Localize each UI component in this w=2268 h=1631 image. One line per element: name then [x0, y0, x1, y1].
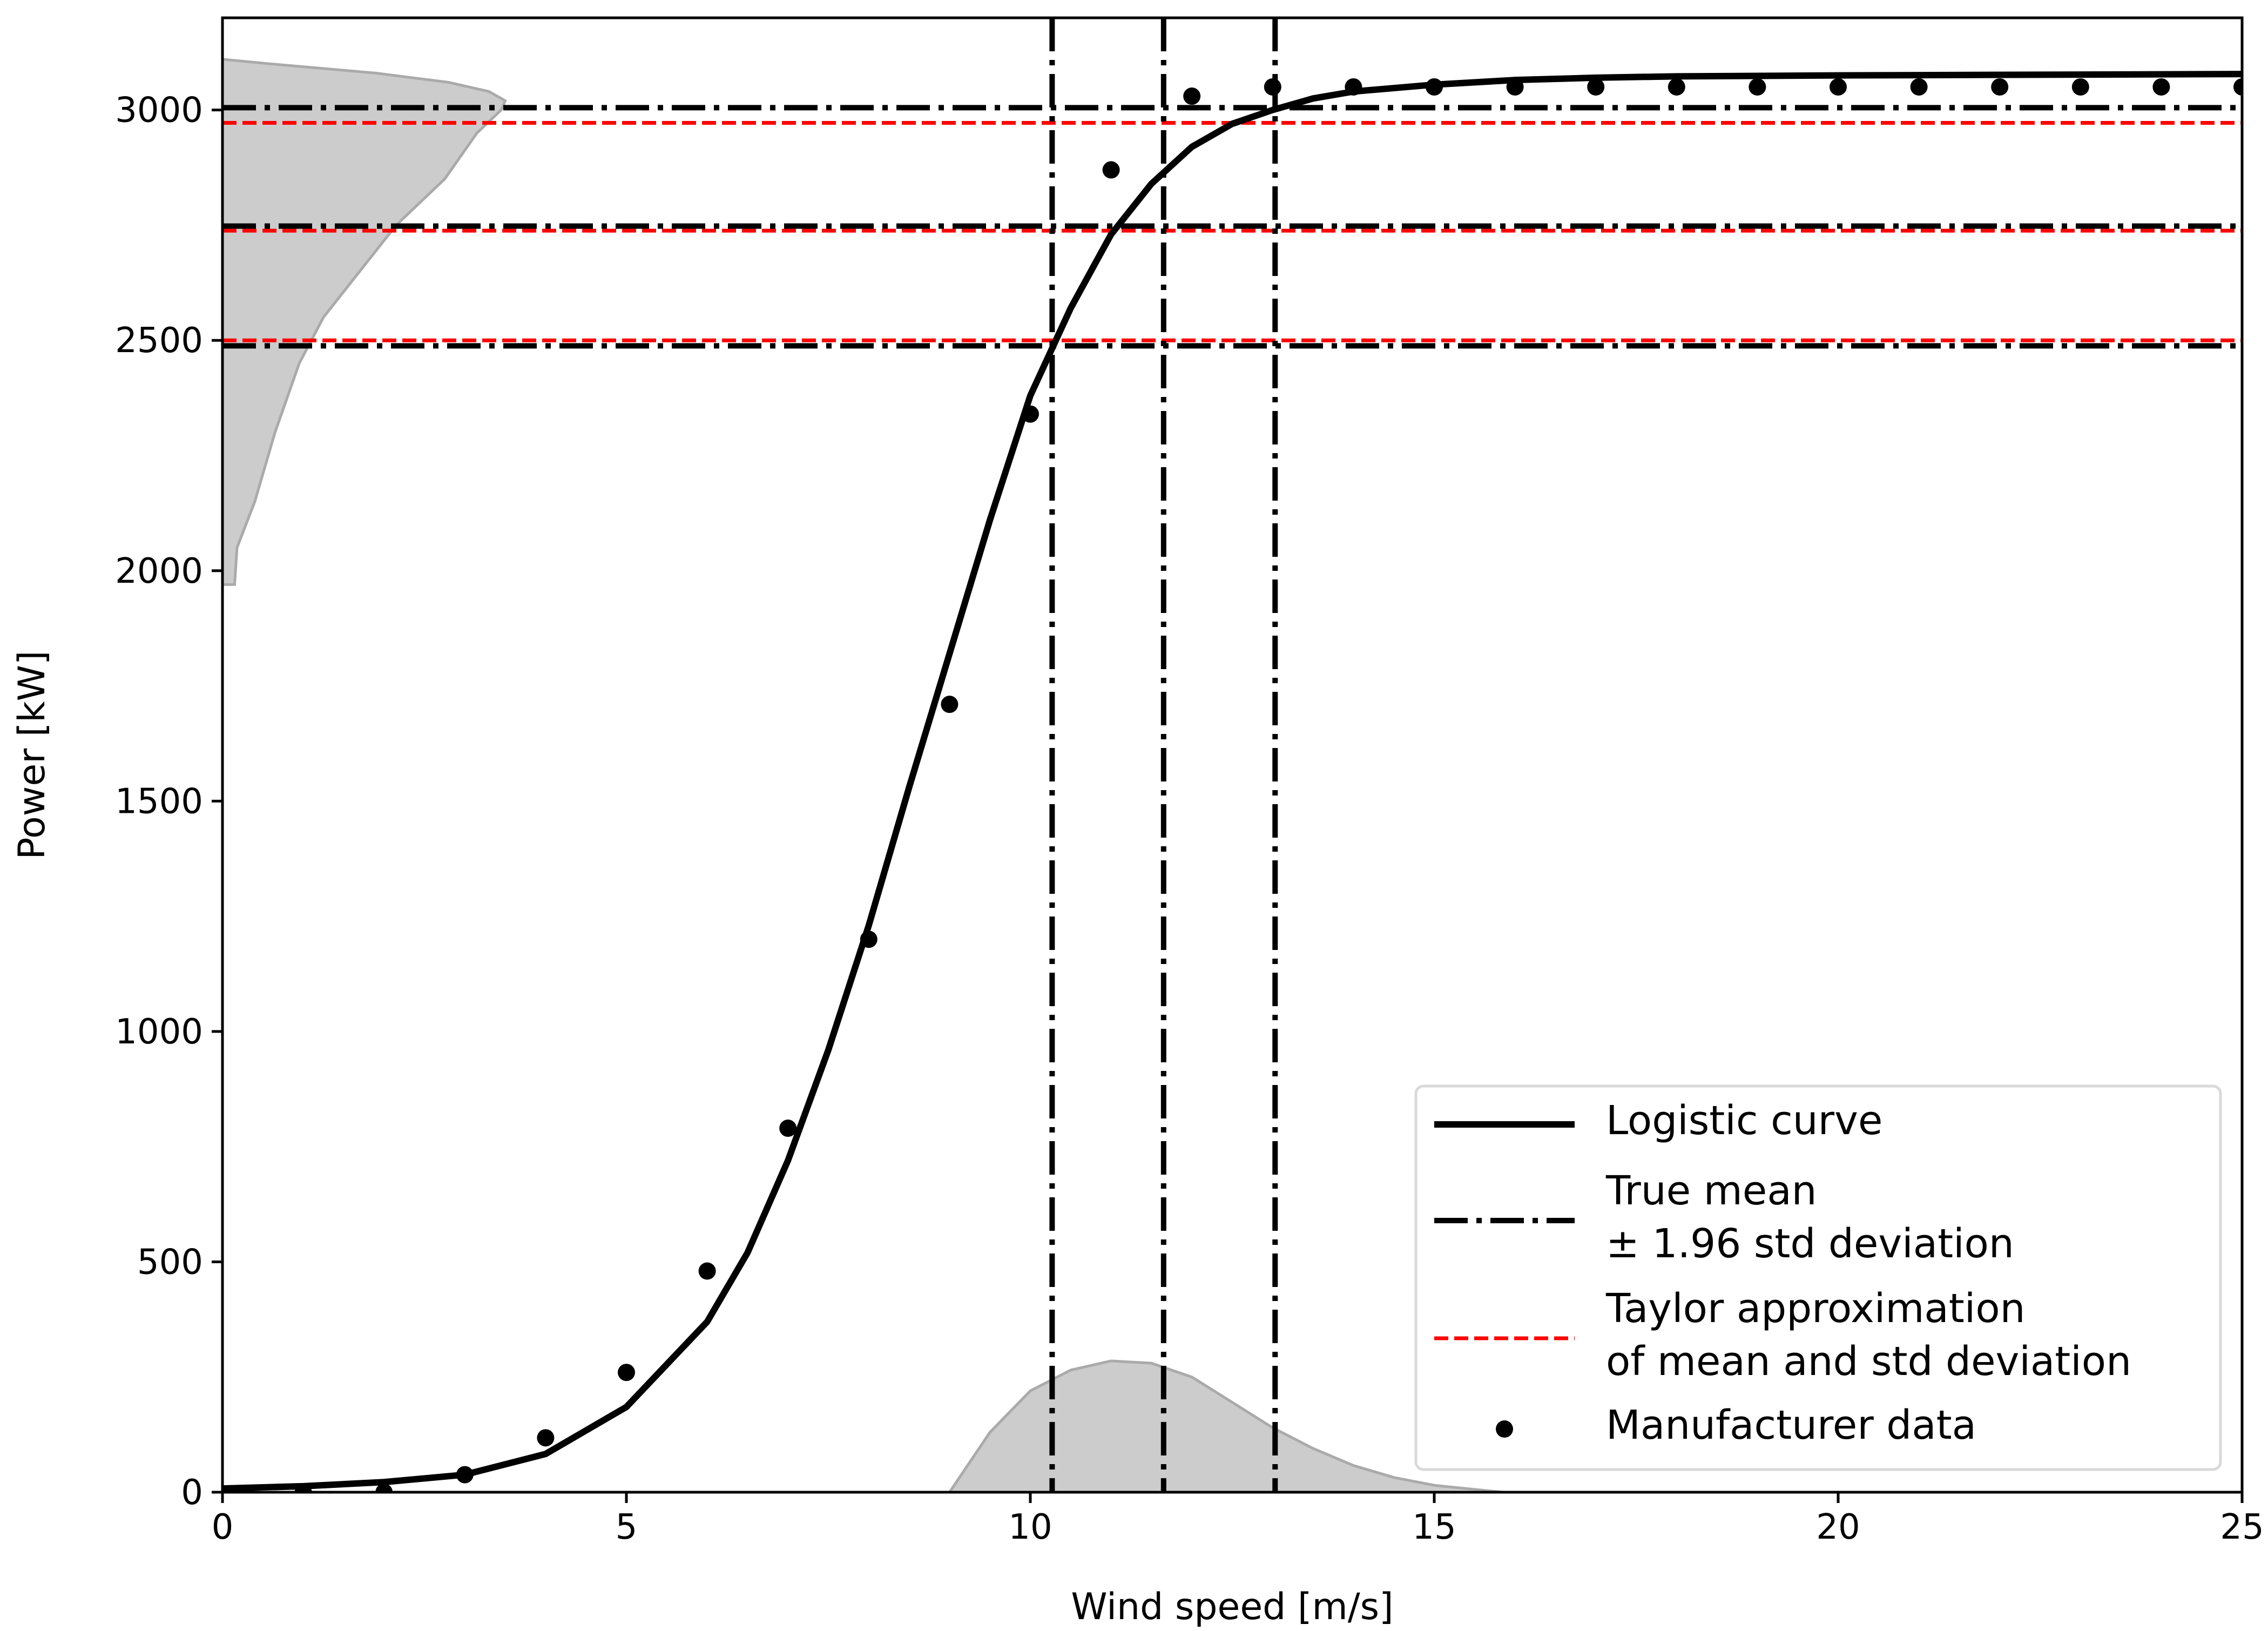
manufacturer-data-point [1022, 405, 1039, 423]
y-axis-label: Power [kW] [11, 651, 53, 860]
logistic-curve [222, 71, 2242, 1492]
manufacturer-data-point [456, 1466, 474, 1484]
manufacturer-data-point [1830, 78, 1847, 96]
manufacturer-data-point [618, 1364, 635, 1381]
manufacturer-data-point [2233, 78, 2242, 96]
y-tick-label: 2000 [115, 551, 203, 591]
manufacturer-data-point [537, 1429, 555, 1447]
y-tick-label: 1000 [115, 1012, 203, 1052]
manufacturer-data-point [1426, 78, 1443, 96]
distribution-fills [222, 58, 1503, 1492]
axes: 0 5 10 15 20 25 0 500 1000 1500 2000 2500 3000 Wind s… [11, 91, 2264, 1628]
legend-box [1414, 1084, 2222, 1471]
legend-label: True mean [1605, 1168, 1817, 1214]
manufacturer-data-point [1506, 78, 1524, 96]
x-tick-label: 15 [1412, 1507, 1456, 1547]
manufacturer-data-point [698, 1262, 716, 1280]
legend-label: Logistic curve [1606, 1097, 1882, 1144]
manufacturer-data-point [941, 696, 959, 713]
manufacturer-data-point [1991, 78, 2009, 96]
x-tick-label: 10 [1008, 1507, 1052, 1547]
y-tick-label: 1500 [115, 781, 203, 821]
manufacturer-data-point [1587, 78, 1605, 96]
y-tick-label: 3000 [115, 91, 203, 131]
legend-handle-manufacturer-data [1496, 1420, 1513, 1438]
x-tick-label: 5 [616, 1507, 638, 1547]
manufacturer-data-point [779, 1120, 797, 1137]
legend-item: Logistic curve [1434, 1097, 1882, 1144]
manufacturer-data-point [1264, 78, 1281, 96]
y-tick-label: 2500 [115, 321, 203, 361]
manufacturer-data-point [1183, 87, 1201, 105]
power-distribution [222, 58, 507, 586]
y-tick-label: 500 [137, 1242, 203, 1282]
manufacturer-data-point [860, 931, 878, 948]
manufacturer-data-point [2152, 78, 2170, 96]
legend: Logistic curve True mean ± 1.96 std deviat… [1414, 1084, 2222, 1471]
legend-item: Manufacturer data [1496, 1402, 1976, 1448]
manufacturer-data-point [2071, 78, 2089, 96]
legend-label: Manufacturer data [1606, 1402, 1976, 1448]
manufacturer-data-point [1102, 161, 1120, 179]
manufacturer-data-markers [294, 78, 2242, 1492]
manufacturer-data-point [294, 1484, 312, 1492]
x-tick-label: 25 [2220, 1507, 2264, 1547]
y-tick-label: 0 [181, 1473, 203, 1513]
x-tick-label: 0 [212, 1507, 234, 1547]
manufacturer-data-point [1345, 78, 1362, 96]
plot-frame [221, 16, 2244, 1494]
legend-item: True mean ± 1.96 std deviation [1434, 1168, 2014, 1267]
manufacturer-data-point [1910, 78, 1928, 96]
legend-label: Taylor approximation [1605, 1285, 2026, 1332]
manufacturer-data-point [375, 1484, 393, 1492]
x-axis-label: Wind speed [m/s] [1071, 1586, 1393, 1628]
manufacturer-data-point [1749, 78, 1766, 96]
legend-label: ± 1.96 std deviation [1606, 1221, 2014, 1267]
x-tick-label: 20 [1816, 1507, 1860, 1547]
logistic-curve-line [222, 71, 2242, 1492]
manufacturer-data-point [1668, 78, 1685, 96]
legend-label: of mean and std deviation [1606, 1338, 2131, 1385]
legend-item: Taylor approximation of mean and std devi… [1434, 1285, 2131, 1385]
